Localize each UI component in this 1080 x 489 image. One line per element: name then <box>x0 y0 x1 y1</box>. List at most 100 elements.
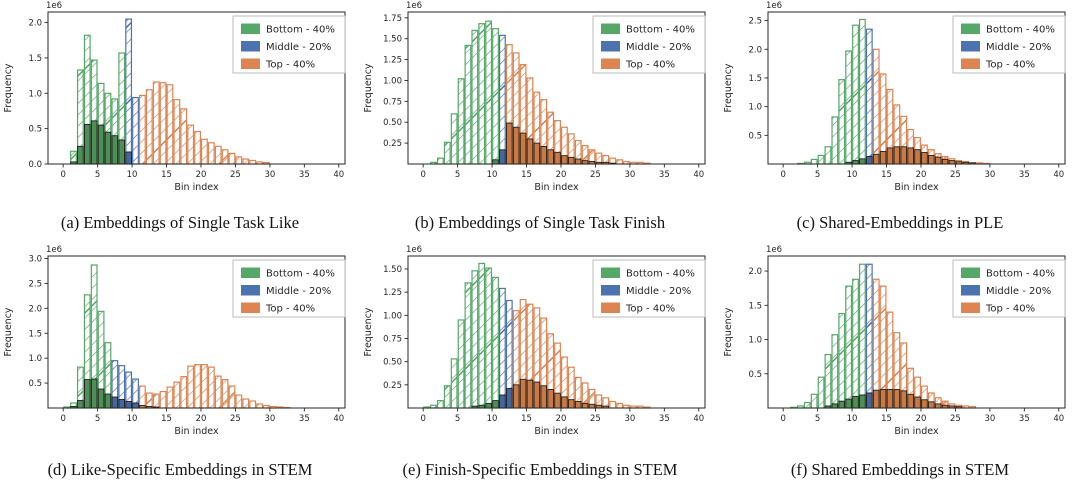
svg-text:10: 10 <box>847 414 858 424</box>
svg-text:30: 30 <box>984 170 995 180</box>
svg-text:35: 35 <box>659 170 670 180</box>
svg-text:Frequency: Frequency <box>3 307 14 356</box>
svg-text:2.0: 2.0 <box>748 267 762 277</box>
svg-text:1.25: 1.25 <box>383 288 402 298</box>
svg-text:1.00: 1.00 <box>383 311 402 321</box>
svg-text:5: 5 <box>455 414 460 424</box>
svg-text:40: 40 <box>1053 414 1064 424</box>
subplot-caption-c: (c) Shared-Embeddings in PLE <box>796 213 1004 232</box>
histogram-chart-e: 0.25 0.50 0.75 1.00 1.25 1.50 0 5 10 15 20 25 30 35 40… <box>363 245 706 437</box>
svg-text:10: 10 <box>127 414 138 424</box>
subplot-cell-c: 0.5 1.0 1.5 2.0 2.5 0 5 10 15 20 25 30 35 40 1e6 Bin in… <box>720 0 1080 233</box>
svg-text:0: 0 <box>780 170 785 180</box>
svg-text:15: 15 <box>881 414 892 424</box>
svg-text:0.25: 0.25 <box>383 381 402 391</box>
svg-text:25: 25 <box>950 414 961 424</box>
subplot-caption-a: (a) Embeddings of Single Task Like <box>60 213 300 232</box>
svg-text:Bin index: Bin index <box>534 426 579 437</box>
svg-text:2.0: 2.0 <box>28 304 42 314</box>
svg-text:1.5: 1.5 <box>748 301 762 311</box>
svg-text:Middle - 20%: Middle - 20% <box>626 286 691 297</box>
svg-text:Frequency: Frequency <box>723 63 734 112</box>
svg-text:1.00: 1.00 <box>383 76 402 86</box>
subplot-caption-b: (b) Embeddings of Single Task Finish <box>414 213 666 232</box>
svg-text:1e6: 1e6 <box>406 245 422 255</box>
svg-text:1.75: 1.75 <box>383 14 402 24</box>
svg-text:3.0: 3.0 <box>28 254 42 264</box>
svg-text:20: 20 <box>916 414 927 424</box>
svg-text:0: 0 <box>420 170 425 180</box>
svg-text:10: 10 <box>127 170 138 180</box>
svg-text:25: 25 <box>950 170 961 180</box>
svg-text:10: 10 <box>487 414 498 424</box>
svg-text:1.0: 1.0 <box>748 103 762 113</box>
svg-text:Frequency: Frequency <box>363 63 374 112</box>
svg-text:Bin index: Bin index <box>894 426 939 437</box>
svg-text:5: 5 <box>815 170 820 180</box>
svg-text:2.5: 2.5 <box>28 279 42 289</box>
svg-text:Top - 40%: Top - 40% <box>985 304 1035 315</box>
svg-text:1.5: 1.5 <box>28 54 42 64</box>
svg-text:Frequency: Frequency <box>723 307 734 356</box>
svg-text:10: 10 <box>847 170 858 180</box>
svg-text:20: 20 <box>196 170 207 180</box>
svg-text:15: 15 <box>881 170 892 180</box>
svg-text:1e6: 1e6 <box>406 1 422 11</box>
svg-text:Middle - 20%: Middle - 20% <box>986 286 1051 297</box>
svg-text:0.50: 0.50 <box>383 358 402 368</box>
svg-text:0.75: 0.75 <box>383 97 402 107</box>
svg-text:0.75: 0.75 <box>383 334 402 344</box>
svg-text:15: 15 <box>161 170 172 180</box>
svg-text:0: 0 <box>420 414 425 424</box>
svg-text:0.5: 0.5 <box>28 379 42 389</box>
svg-text:Middle - 20%: Middle - 20% <box>986 42 1051 53</box>
svg-text:Bin index: Bin index <box>174 426 219 437</box>
svg-text:Bottom - 40%: Bottom - 40% <box>626 25 695 36</box>
svg-text:Top - 40%: Top - 40% <box>265 60 315 71</box>
svg-text:30: 30 <box>984 414 995 424</box>
svg-text:Bin index: Bin index <box>534 182 579 193</box>
svg-text:0.25: 0.25 <box>383 139 402 149</box>
svg-text:25: 25 <box>590 414 601 424</box>
svg-text:Top - 40%: Top - 40% <box>265 304 315 315</box>
svg-text:15: 15 <box>521 170 532 180</box>
svg-text:Top - 40%: Top - 40% <box>985 60 1035 71</box>
svg-text:1.5: 1.5 <box>748 74 762 84</box>
svg-text:0: 0 <box>780 414 785 424</box>
svg-text:30: 30 <box>624 414 635 424</box>
svg-text:Bottom - 40%: Bottom - 40% <box>626 269 695 280</box>
svg-text:Frequency: Frequency <box>3 63 14 112</box>
subplot-cell-d: 0.5 1.0 1.5 2.0 2.5 3.0 0 5 10 15 20 25 30 35 40 1e6 Bin… <box>0 233 360 480</box>
svg-text:2.5: 2.5 <box>748 17 762 27</box>
svg-text:0.0: 0.0 <box>28 160 42 170</box>
svg-text:1e6: 1e6 <box>766 1 782 11</box>
svg-text:25: 25 <box>230 170 241 180</box>
svg-text:20: 20 <box>556 170 567 180</box>
svg-text:0.50: 0.50 <box>383 118 402 128</box>
svg-text:30: 30 <box>264 170 275 180</box>
svg-text:35: 35 <box>1019 170 1030 180</box>
svg-text:40: 40 <box>333 170 344 180</box>
svg-text:0: 0 <box>60 170 65 180</box>
svg-text:25: 25 <box>590 170 601 180</box>
svg-text:30: 30 <box>264 414 275 424</box>
svg-text:2.0: 2.0 <box>748 45 762 55</box>
svg-text:Bin index: Bin index <box>174 182 219 193</box>
svg-text:20: 20 <box>556 414 567 424</box>
svg-text:Middle - 20%: Middle - 20% <box>626 42 691 53</box>
svg-text:15: 15 <box>161 414 172 424</box>
svg-text:5: 5 <box>95 414 100 424</box>
subplot-cell-b: 0.25 0.50 0.75 1.00 1.25 1.50 1.75 0 5 10 15 20 25 30… <box>360 0 720 233</box>
svg-text:40: 40 <box>333 414 344 424</box>
svg-text:0.5: 0.5 <box>748 370 762 380</box>
svg-text:Frequency: Frequency <box>363 307 374 356</box>
histogram-chart-c: 0.5 1.0 1.5 2.0 2.5 0 5 10 15 20 25 30 35 40 1e6 Bin in… <box>723 1 1066 193</box>
svg-text:5: 5 <box>95 170 100 180</box>
svg-text:25: 25 <box>230 414 241 424</box>
svg-text:30: 30 <box>624 170 635 180</box>
svg-text:40: 40 <box>693 414 704 424</box>
svg-text:15: 15 <box>521 414 532 424</box>
svg-text:Middle - 20%: Middle - 20% <box>266 42 331 53</box>
